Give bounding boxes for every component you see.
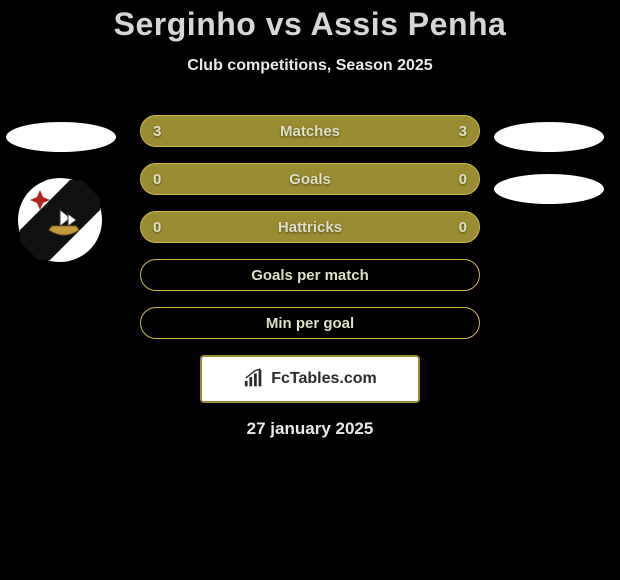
player-right-avatar (494, 122, 604, 152)
club-left-crest (18, 178, 102, 262)
stat-row: Goals 0 0 (140, 163, 480, 195)
club-right-crest (494, 174, 604, 204)
bar-chart-icon (243, 368, 265, 390)
player-left-avatar (6, 122, 116, 152)
stat-value-right: 0 (459, 212, 467, 242)
stat-label: Goals (289, 171, 331, 188)
stat-row: Goals per match (140, 259, 480, 291)
date-line: 27 january 2025 (0, 419, 620, 439)
page-subtitle: Club competitions, Season 2025 (0, 57, 620, 75)
stat-label: Matches (280, 123, 340, 140)
stat-row: Hattricks 0 0 (140, 211, 480, 243)
stat-value-right: 3 (459, 116, 467, 146)
vasco-crest-icon (20, 180, 100, 260)
page-title: Serginho vs Assis Penha (0, 0, 620, 43)
stat-value-left: 0 (153, 212, 161, 242)
comparison-card: Serginho vs Assis Penha Club competition… (0, 0, 620, 580)
attribution-box: FcTables.com (200, 355, 420, 403)
attribution-text: FcTables.com (271, 370, 377, 388)
stat-value-left: 0 (153, 164, 161, 194)
stat-label: Min per goal (266, 315, 354, 332)
stat-label: Goals per match (251, 267, 369, 284)
stat-label: Hattricks (278, 219, 342, 236)
stat-value-right: 0 (459, 164, 467, 194)
stat-value-left: 3 (153, 116, 161, 146)
stats-table: Matches 3 3 Goals 0 0 Hattricks 0 0 Goals per mat… (140, 115, 480, 339)
stat-row: Matches 3 3 (140, 115, 480, 147)
stat-row: Min per goal (140, 307, 480, 339)
